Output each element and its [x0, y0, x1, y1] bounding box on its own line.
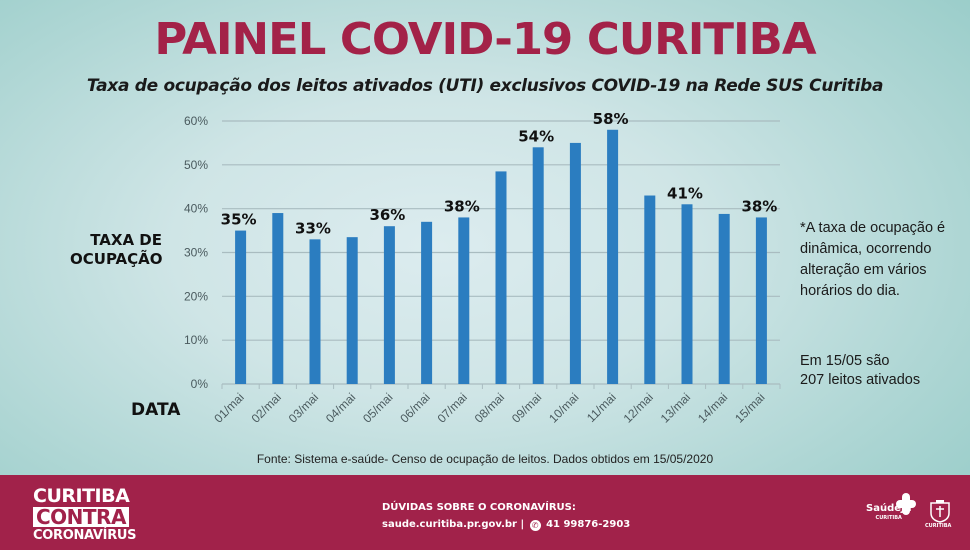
- bar: [458, 217, 470, 384]
- x-tick-label: 09/mai: [509, 390, 544, 425]
- separator: |: [520, 519, 525, 530]
- saude-ja-logo: SaúdeJá CURITIBA: [866, 503, 911, 521]
- page-title: PAINEL COVID-19 CURITIBA: [154, 14, 816, 65]
- data-label: 58%: [593, 110, 629, 128]
- bar: [309, 239, 321, 384]
- note-line: *A taxa de ocupação é: [800, 220, 946, 236]
- x-axis-label: DATA: [131, 400, 181, 420]
- y-tick-label: 30%: [184, 246, 208, 260]
- bar: [569, 142, 581, 384]
- saude-logo-text: SaúdeJá: [866, 503, 912, 514]
- data-label: 35%: [221, 211, 257, 229]
- brand-line: CONTRA: [33, 507, 129, 527]
- note-line: dinâmica, ocorrendo: [800, 241, 932, 257]
- contact-website-link[interactable]: saude.curitiba.pr.gov.br: [382, 519, 517, 530]
- x-tick-label: 02/mai: [249, 390, 284, 425]
- saude-logo-subtext: CURITIBA: [875, 515, 902, 521]
- source-caption: Fonte: Sistema e-saúde- Censo de ocupaçã…: [256, 452, 714, 466]
- data-label: 33%: [295, 219, 331, 237]
- x-tick-label: 14/mai: [695, 390, 730, 425]
- x-tick-label: 12/mai: [621, 390, 656, 425]
- brand-line: CORONAVÍRUS: [33, 528, 137, 543]
- bar: [644, 195, 656, 384]
- crest-label: CURITIBA: [925, 523, 952, 529]
- data-label: 38%: [444, 197, 480, 215]
- data-label: 38%: [741, 197, 777, 215]
- y-axis-label-line2: OCUPAÇÃO: [70, 250, 163, 268]
- active-beds-note: Em 15/05 são 207 leitos ativados: [800, 352, 970, 390]
- contact-info: DÚVIDAS SOBRE O CORONAVÍRUS: saude.curit…: [382, 499, 630, 533]
- curitiba-crest-icon: CURITIBA: [925, 499, 953, 529]
- bar: [755, 217, 767, 384]
- x-tick-label: 03/mai: [286, 390, 321, 425]
- contact-phone[interactable]: 41 99876-2903: [546, 519, 631, 530]
- note-line: Em 15/05 são: [800, 353, 890, 369]
- y-tick-label: 60%: [184, 114, 208, 128]
- y-axis-label: TAXA DE OCUPAÇÃO: [70, 231, 163, 269]
- x-tick-label: 05/mai: [360, 390, 395, 425]
- bar: [532, 147, 544, 384]
- y-tick-label: 0%: [191, 377, 209, 391]
- bar: [495, 171, 507, 384]
- contact-title: DÚVIDAS SOBRE O CORONAVÍRUS:: [382, 502, 576, 513]
- dynamic-rate-note: *A taxa de ocupação é dinâmica, ocorrend…: [800, 218, 970, 302]
- bar: [272, 213, 284, 384]
- bar: [681, 204, 693, 384]
- x-tick-label: 08/mai: [472, 390, 507, 425]
- x-tick-label: 13/mai: [658, 390, 693, 425]
- data-label: 54%: [518, 127, 554, 145]
- bar-chart: 0% 10% 20% 30% 40% 50% 60% 35% 33% 36% 38% 54% 58% 4…: [184, 110, 781, 426]
- data-label: 41%: [667, 184, 703, 202]
- x-tick-label: 11/mai: [584, 390, 619, 425]
- brand-line: CURITIBA: [33, 485, 130, 507]
- y-tick-label: 40%: [184, 202, 208, 216]
- x-tick-label: 15/mai: [732, 390, 767, 425]
- x-tick-label: 07/mai: [435, 390, 470, 425]
- whatsapp-icon: ✆: [529, 520, 541, 531]
- bar: [718, 213, 730, 384]
- x-tick-label: 01/mai: [211, 390, 246, 425]
- bar: [607, 129, 619, 384]
- footer-bar: CURITIBA CONTRA CORONAVÍRUS DÚVIDAS SOBR…: [0, 475, 970, 550]
- bar: [421, 221, 433, 384]
- x-tick-label: 06/mai: [397, 390, 432, 425]
- x-tick-label: 10/mai: [546, 390, 581, 425]
- y-tick-label: 10%: [184, 333, 208, 347]
- data-label: 36%: [369, 206, 405, 224]
- x-tick-label: 04/mai: [323, 390, 358, 425]
- bar: [235, 230, 247, 384]
- note-line: 207 leitos ativados: [800, 372, 921, 388]
- y-axis-label-line1: TAXA DE: [90, 231, 162, 249]
- note-line: alteração em vários: [800, 262, 927, 278]
- curitiba-contra-coronavirus-logo: CURITIBA CONTRA CORONAVÍRUS: [33, 485, 137, 543]
- y-tick-label: 50%: [184, 158, 208, 172]
- plus-cross-icon: [896, 493, 916, 515]
- bar: [383, 226, 395, 384]
- bar: [346, 237, 358, 384]
- note-line: horários do dia.: [800, 283, 900, 299]
- chart-subtitle: Taxa de ocupação dos leitos ativados (UT…: [86, 76, 884, 96]
- y-tick-label: 20%: [184, 289, 208, 303]
